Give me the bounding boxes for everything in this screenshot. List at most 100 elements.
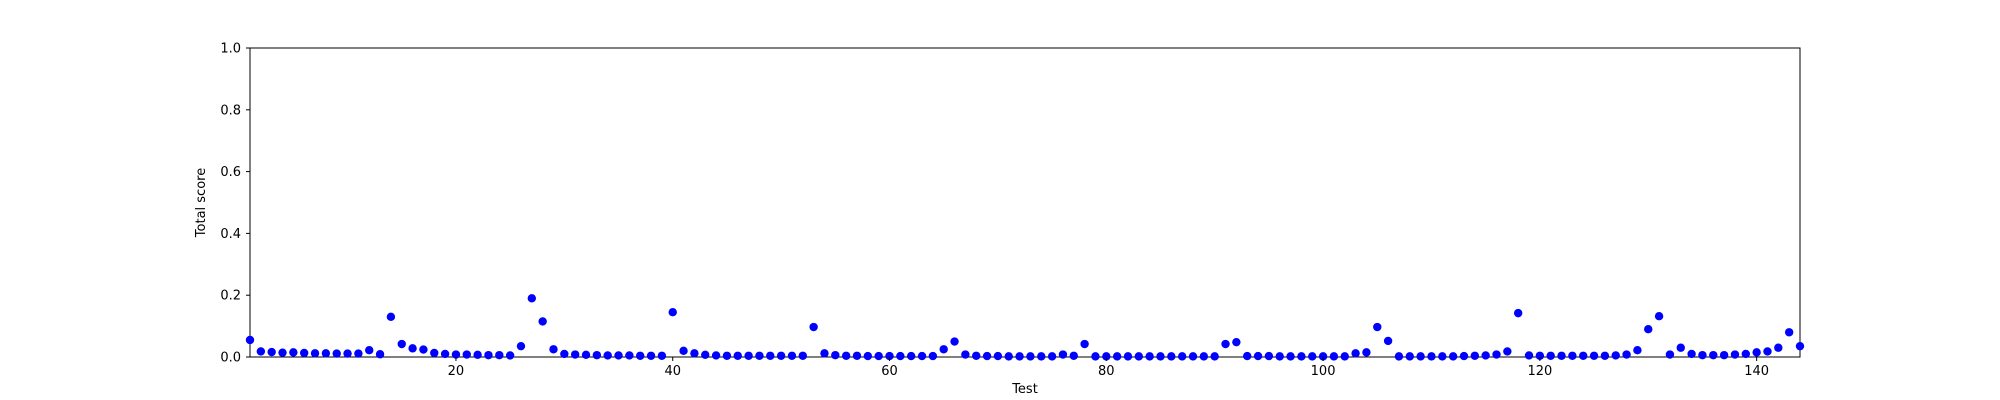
data-point — [1112, 352, 1122, 361]
data-point — [1774, 343, 1783, 352]
data-point — [625, 351, 634, 360]
data-point — [1546, 351, 1555, 360]
data-point — [787, 351, 797, 360]
data-point — [798, 351, 807, 360]
data-point — [668, 307, 677, 317]
data-point — [744, 351, 753, 360]
data-point — [776, 351, 786, 360]
data-point — [1318, 352, 1328, 361]
data-point — [1253, 351, 1263, 361]
data-point — [365, 346, 374, 355]
data-point — [679, 346, 688, 356]
data-point — [570, 350, 580, 359]
y-tick-label: 0.6 — [220, 165, 241, 180]
data-point — [386, 312, 396, 322]
data-point — [1199, 352, 1209, 361]
data-point — [1611, 351, 1620, 360]
data-point — [961, 350, 970, 359]
data-point — [1221, 339, 1230, 349]
data-point — [1047, 352, 1057, 361]
data-point — [1579, 351, 1588, 360]
data-point — [1568, 351, 1577, 360]
data-point — [1145, 352, 1154, 361]
data-point — [852, 351, 862, 360]
x-tick-label: 100 — [1311, 364, 1336, 379]
data-point — [1665, 350, 1675, 359]
data-point — [972, 351, 981, 360]
data-point — [1286, 352, 1295, 361]
data-point — [1557, 351, 1566, 360]
data-point — [733, 351, 742, 360]
y-tick-label: 0.2 — [220, 289, 241, 304]
data-point — [657, 351, 667, 360]
data-point — [982, 351, 992, 361]
data-point — [1373, 322, 1382, 332]
data-point — [1687, 349, 1696, 359]
data-point — [1589, 351, 1599, 360]
data-point — [809, 322, 818, 332]
data-point — [1091, 352, 1100, 361]
data-point — [906, 351, 916, 361]
data-point — [1210, 352, 1219, 361]
data-point — [245, 335, 255, 345]
plot-frame — [249, 47, 1801, 358]
data-point — [885, 351, 894, 361]
data-points — [245, 294, 1805, 361]
data-point — [1123, 352, 1133, 361]
data-point — [820, 349, 829, 358]
data-point — [1188, 352, 1198, 361]
data-point — [473, 350, 482, 360]
data-point — [1644, 324, 1653, 334]
data-point — [1795, 341, 1805, 351]
data-point — [484, 350, 493, 360]
x-tick-label: 80 — [1098, 364, 1115, 379]
data-point — [1167, 352, 1176, 361]
data-point — [1177, 352, 1187, 361]
data-point — [289, 348, 298, 357]
data-point — [549, 345, 558, 354]
data-point — [1394, 352, 1404, 361]
data-point — [1308, 352, 1317, 361]
data-point — [1416, 352, 1425, 361]
x-tick-label: 40 — [664, 364, 681, 379]
data-point — [1503, 347, 1512, 356]
data-point — [690, 349, 699, 358]
data-point — [419, 345, 428, 354]
data-point — [1329, 352, 1339, 361]
data-point — [440, 349, 450, 359]
data-point — [581, 350, 591, 360]
data-point — [874, 351, 883, 361]
data-point — [1275, 352, 1284, 361]
x-tick-label: 120 — [1527, 364, 1552, 379]
data-point — [755, 351, 764, 360]
y-tick-label: 0.8 — [220, 103, 241, 118]
data-point — [1156, 352, 1165, 361]
x-tick-label: 60 — [881, 364, 898, 379]
data-point — [603, 351, 612, 360]
data-point — [375, 350, 385, 359]
data-point — [1492, 350, 1501, 359]
data-point — [495, 350, 504, 360]
data-point — [701, 350, 710, 360]
data-point — [1752, 348, 1761, 357]
data-point — [1481, 351, 1490, 360]
data-point — [1069, 351, 1078, 360]
data-point — [1362, 348, 1371, 357]
data-point — [939, 345, 948, 354]
plot-area — [249, 47, 1801, 358]
data-point — [299, 348, 309, 358]
data-point — [711, 351, 721, 360]
data-point — [1102, 352, 1111, 361]
data-point — [1080, 339, 1089, 349]
data-point — [278, 348, 287, 357]
data-point — [408, 344, 417, 353]
data-point — [1058, 350, 1068, 359]
data-point — [451, 350, 461, 359]
data-point — [1600, 351, 1610, 360]
data-point — [1232, 337, 1241, 347]
data-point — [1004, 352, 1013, 361]
data-point — [560, 349, 569, 359]
data-point — [1763, 347, 1772, 356]
data-point — [1719, 350, 1729, 360]
